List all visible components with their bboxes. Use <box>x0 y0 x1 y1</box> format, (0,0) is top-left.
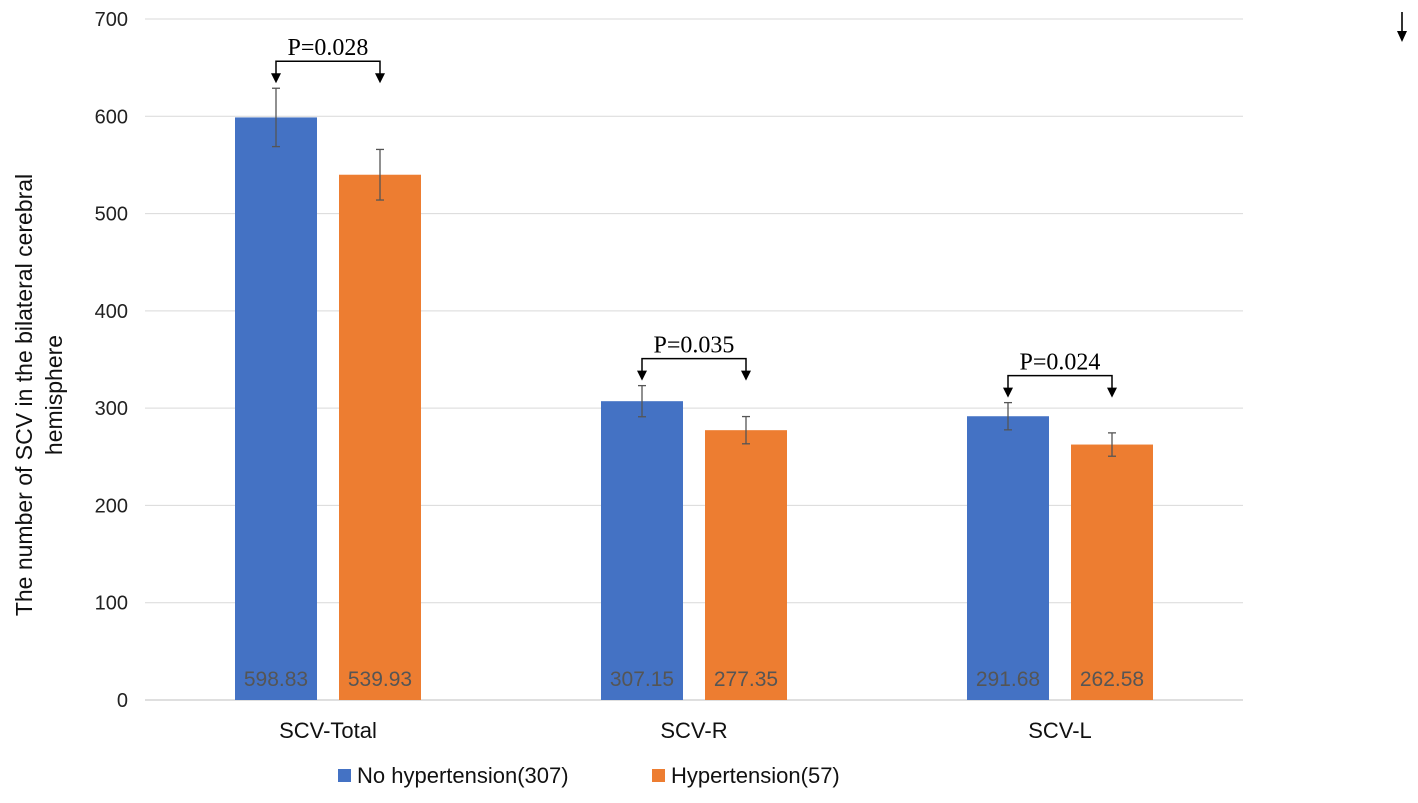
legend-swatch <box>652 769 665 782</box>
bar-hypertension <box>339 174 421 701</box>
data-label: 307.15 <box>610 668 674 691</box>
x-category-label: SCV-L <box>1028 718 1092 743</box>
arrow-down-icon <box>1003 387 1013 398</box>
p-value-label: P=0.035 <box>654 333 735 359</box>
x-category-label: SCV-Total <box>279 718 377 743</box>
bar-hypertension <box>1071 444 1153 700</box>
arrow-down-icon <box>1107 387 1117 398</box>
x-category-label: SCV-R <box>660 718 727 743</box>
bar-hypertension <box>705 430 787 700</box>
bar-no-hypertension <box>601 401 683 700</box>
p-value-label: P=0.024 <box>1020 350 1101 376</box>
data-label: 598.83 <box>244 668 308 691</box>
arrow-down-icon <box>637 370 647 381</box>
data-label: 539.93 <box>348 668 412 691</box>
arrow-down-icon <box>741 370 751 381</box>
y-tick-label: 200 <box>95 495 128 517</box>
bar-no-hypertension <box>235 117 317 701</box>
data-label: 291.68 <box>976 668 1040 691</box>
data-label: 277.35 <box>714 668 778 691</box>
y-tick-label: 0 <box>117 690 128 712</box>
p-value-bracket <box>1007 374 1113 390</box>
bar-no-hypertension <box>967 416 1049 700</box>
y-axis-label-line1: The number of SCV in the bilateral cereb… <box>11 174 37 616</box>
y-tick-label: 100 <box>95 593 128 615</box>
arrow-down-icon <box>271 73 281 84</box>
data-label: 262.58 <box>1080 668 1144 691</box>
y-tick-label: 300 <box>95 398 128 420</box>
p-value-bracket <box>641 357 747 373</box>
y-tick-label: 500 <box>95 204 128 226</box>
legend-swatch <box>338 769 351 782</box>
y-axis-label-line2: hemisphere <box>41 335 67 455</box>
p-value-label: P=0.028 <box>288 35 369 61</box>
legend-label: No hypertension(307) <box>357 763 569 788</box>
y-tick-label: 700 <box>95 9 128 31</box>
arrow-down-icon <box>375 73 385 84</box>
p-value-bracket <box>275 60 381 76</box>
y-tick-label: 600 <box>95 106 128 128</box>
corner-arrow-icon <box>1397 12 1407 42</box>
legend-label: Hypertension(57) <box>671 763 840 788</box>
y-tick-label: 400 <box>95 301 128 323</box>
